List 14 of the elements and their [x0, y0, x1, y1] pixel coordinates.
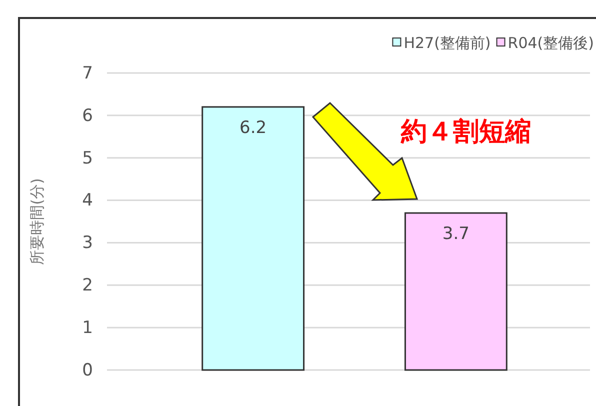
- y-axis-title: 所要時間(分): [28, 178, 46, 265]
- y-tick-label: 2: [82, 276, 93, 296]
- y-tick-label: 6: [82, 106, 93, 126]
- y-tick-label: 1: [82, 318, 93, 338]
- data-label: 6.2: [240, 118, 267, 138]
- y-tick-label: 7: [82, 63, 93, 84]
- y-tick-label: 4: [82, 190, 93, 211]
- legend-label: R04(整備後): [508, 34, 594, 52]
- y-tick-label: 0: [82, 360, 93, 380]
- legend-label: H27(整備前): [404, 34, 491, 52]
- y-tick-label: 5: [82, 148, 93, 168]
- y-tick-label: 3: [82, 233, 93, 254]
- annotation: 約４割短縮: [400, 117, 531, 147]
- data-label: 3.7: [442, 224, 470, 244]
